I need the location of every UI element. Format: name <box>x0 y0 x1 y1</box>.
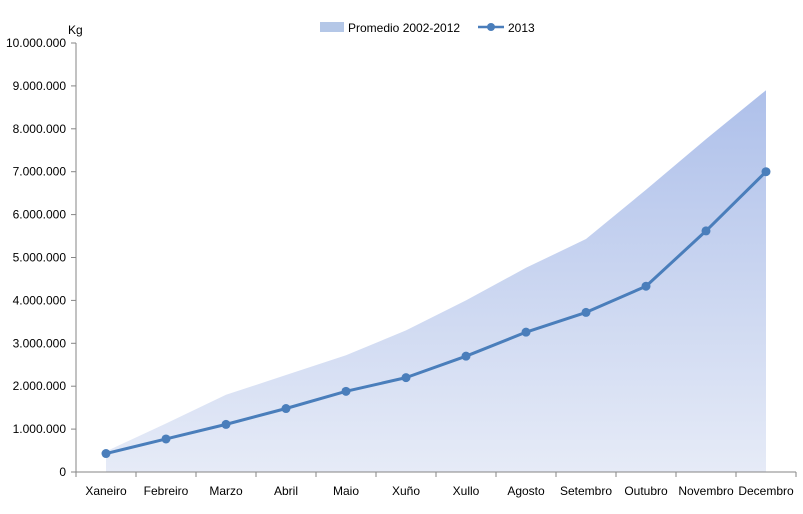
point-2013 <box>701 226 711 236</box>
y-tick-label: 5.000.000 <box>13 251 67 265</box>
y-tick-label: 3.000.000 <box>13 336 67 350</box>
line-layer <box>101 167 771 459</box>
y-tick-label: 4.000.000 <box>13 293 67 307</box>
y-tick-label: 0 <box>59 465 66 479</box>
point-2013 <box>221 419 231 429</box>
point-2013 <box>581 307 591 317</box>
x-tick-label: Xuño <box>392 484 420 498</box>
point-2013 <box>401 373 411 383</box>
area-layer <box>106 90 766 472</box>
legend-swatch-2013-marker <box>487 23 495 31</box>
area-promedio-2002-2012 <box>106 90 766 472</box>
x-tick-label: Marzo <box>209 484 243 498</box>
x-tick-label: Agosto <box>507 484 545 498</box>
x-tick-label: Abril <box>274 484 298 498</box>
x-tick-label: Maio <box>333 484 359 498</box>
y-axis-label: Kg <box>68 23 83 37</box>
x-tick-label: Decembro <box>738 484 794 498</box>
point-2013 <box>101 449 111 459</box>
legend-label-promedio: Promedio 2002-2012 <box>348 21 460 35</box>
x-tick-label: Xullo <box>453 484 480 498</box>
x-tick-label: Xaneiro <box>85 484 127 498</box>
y-tick-label: 6.000.000 <box>13 208 67 222</box>
y-tick-label: 10.000.000 <box>6 36 66 50</box>
point-2013 <box>281 404 291 414</box>
y-tick-label: 7.000.000 <box>13 165 67 179</box>
legend-swatch-promedio <box>320 22 344 32</box>
x-tick-label: Novembro <box>678 484 734 498</box>
point-2013 <box>461 351 471 361</box>
y-tick-label: 8.000.000 <box>13 122 67 136</box>
point-2013 <box>161 434 171 444</box>
point-2013 <box>641 281 651 291</box>
point-2013 <box>761 167 771 177</box>
point-2013 <box>341 386 351 396</box>
y-tick-label: 9.000.000 <box>13 79 67 93</box>
legend-label-2013: 2013 <box>508 21 535 35</box>
point-2013 <box>521 327 531 337</box>
x-tick-label: Setembro <box>560 484 612 498</box>
x-tick-label: Outubro <box>624 484 668 498</box>
y-tick-label: 2.000.000 <box>13 379 67 393</box>
legend: Promedio 2002-2012 2013 <box>320 21 535 35</box>
line-2013 <box>105 170 768 456</box>
axes: 0 1.000.000 2.000.000 3.000.000 4.000.000 5.0… <box>6 36 797 498</box>
y-tick-label: 1.000.000 <box>13 422 67 436</box>
x-tick-label: Febreiro <box>144 484 189 498</box>
